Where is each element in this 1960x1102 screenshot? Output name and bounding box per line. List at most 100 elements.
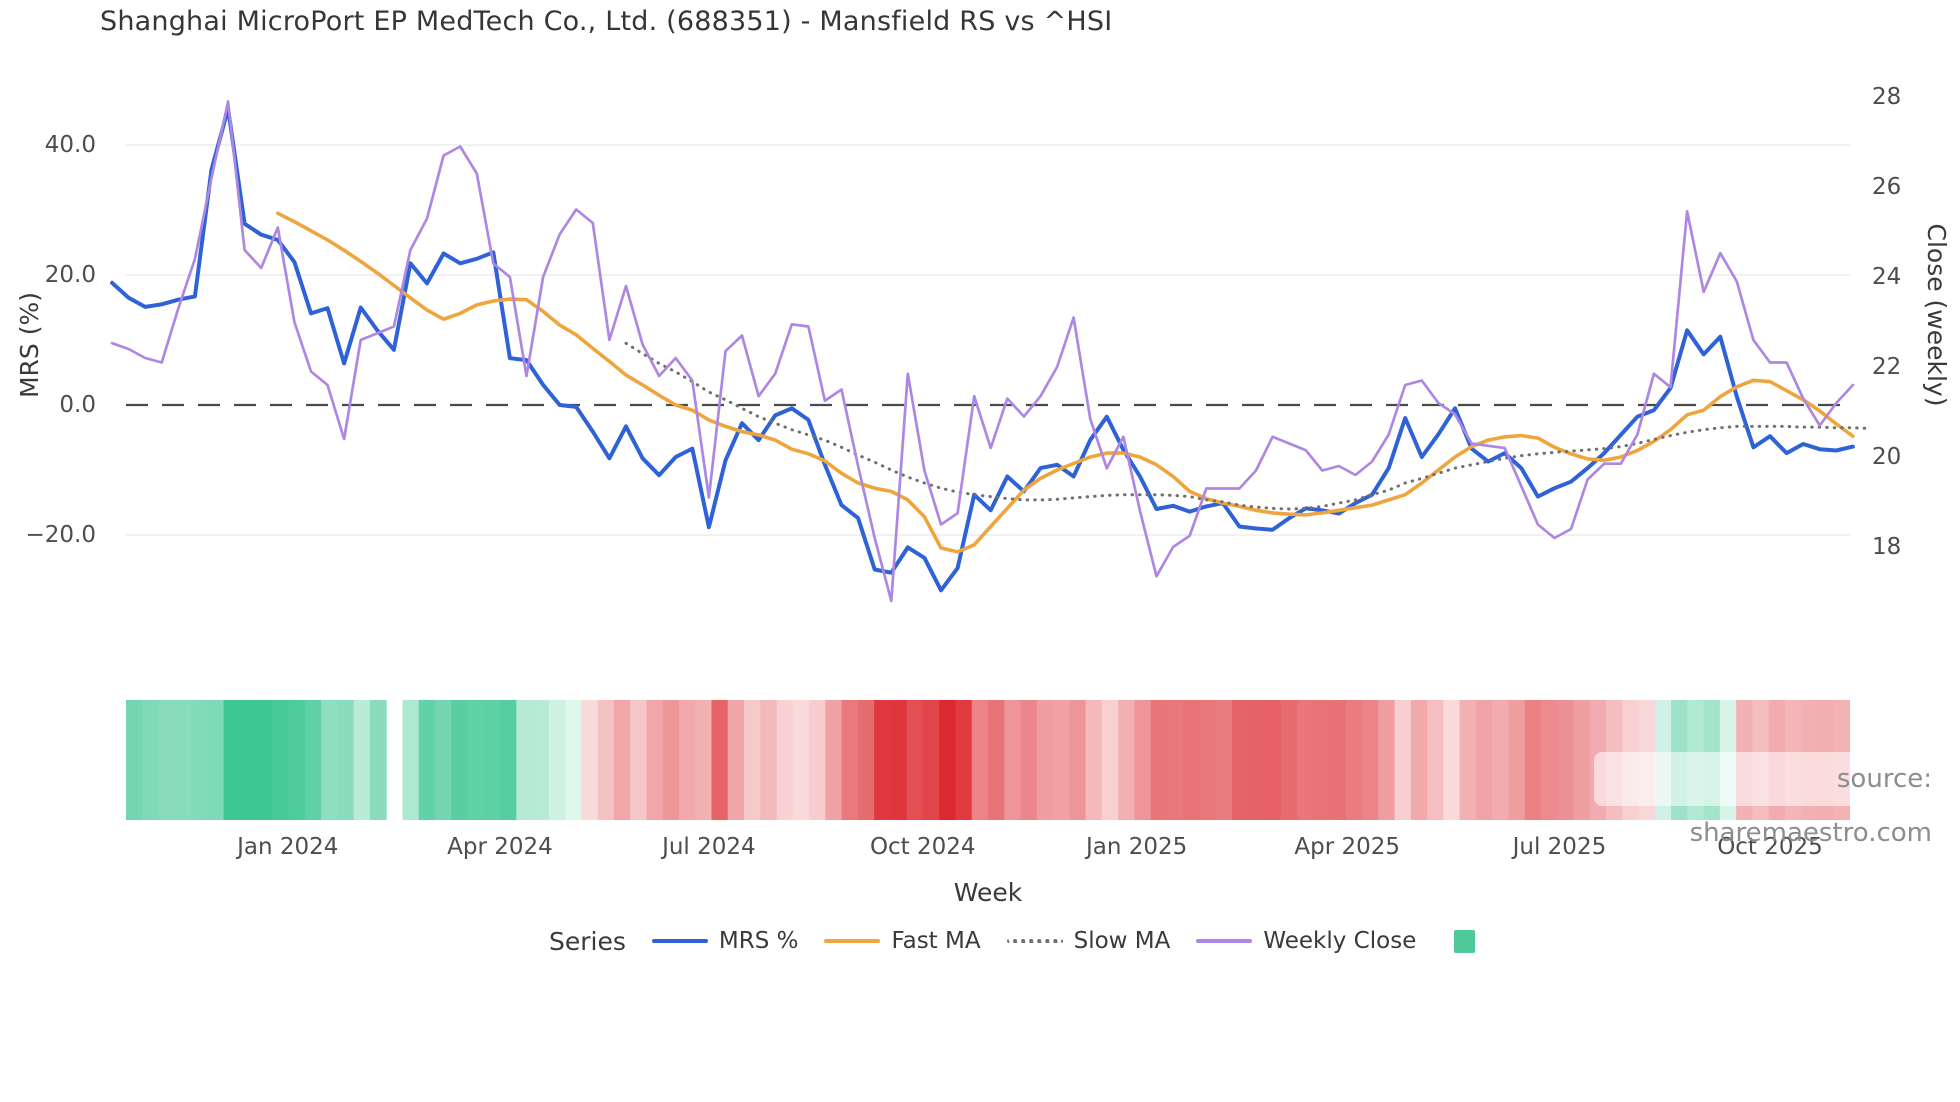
strip-cell bbox=[191, 700, 208, 820]
strip-cell bbox=[906, 700, 924, 820]
strip-cell bbox=[646, 700, 664, 820]
strip-cell bbox=[1101, 700, 1119, 820]
strip-cell bbox=[207, 700, 225, 820]
strip-cell bbox=[1475, 700, 1493, 820]
strip-cell bbox=[1443, 700, 1461, 820]
strip-cell bbox=[272, 700, 290, 820]
y-left-tick-20: 20.0 bbox=[44, 262, 96, 288]
strip-cell bbox=[1150, 700, 1168, 820]
strip-cell bbox=[1036, 700, 1054, 820]
y-right-tick-18: 18 bbox=[1872, 534, 1902, 560]
x-axis-title: Week bbox=[953, 878, 1023, 907]
strip-cell bbox=[1508, 700, 1526, 820]
strip-cell bbox=[288, 700, 306, 820]
strip-cell bbox=[1118, 700, 1135, 820]
strip-cell bbox=[353, 700, 371, 820]
strip-cell bbox=[825, 700, 843, 820]
strip-cell bbox=[1378, 700, 1396, 820]
x-tick-apr-2025: Apr 2025 bbox=[1294, 834, 1401, 860]
strip-cell bbox=[581, 700, 599, 820]
x-tick-jul-2024: Jul 2024 bbox=[662, 834, 756, 860]
legend-item-fast-ma: Fast MA bbox=[824, 928, 981, 954]
strip-cell bbox=[402, 700, 420, 820]
strip-cell bbox=[1362, 700, 1379, 820]
legend-swatch-icon bbox=[824, 939, 881, 943]
strip-cell bbox=[1427, 700, 1444, 820]
y-left-tick-40: 40.0 bbox=[44, 132, 96, 158]
strip-cell bbox=[1069, 700, 1087, 820]
legend-item-label: Weekly Close bbox=[1263, 928, 1417, 954]
x-tick-jan-2024: Jan 2024 bbox=[237, 834, 339, 860]
strip-cell bbox=[239, 700, 257, 820]
strip-cell bbox=[1166, 700, 1184, 820]
strip-cell bbox=[1540, 700, 1558, 820]
strip-cell bbox=[1459, 700, 1477, 820]
strip-cell bbox=[1492, 700, 1509, 820]
x-tick-oct-2025: Oct 2025 bbox=[1700, 833, 1840, 861]
series-line-slow-ma bbox=[624, 341, 1871, 511]
strip-cell bbox=[256, 700, 273, 820]
strip-cell bbox=[1394, 700, 1412, 820]
x-tick-apr-2024: Apr 2024 bbox=[447, 834, 553, 860]
strip-cell bbox=[532, 700, 550, 820]
strip-cell bbox=[1264, 700, 1282, 820]
strip-cell bbox=[1524, 700, 1542, 820]
strip-cell bbox=[321, 700, 338, 820]
y-right-tick-28: 28 bbox=[1872, 84, 1902, 110]
strip-cell bbox=[1199, 700, 1217, 820]
x-tick-jul-2025: Jul 2025 bbox=[1512, 834, 1607, 860]
strip-cell bbox=[565, 700, 582, 820]
strip-cell bbox=[142, 700, 160, 820]
strip-cell bbox=[304, 700, 322, 820]
strip-cell bbox=[971, 700, 989, 820]
strip-cell bbox=[678, 700, 696, 820]
strip-cell bbox=[1557, 700, 1575, 820]
strip-cell bbox=[223, 700, 241, 820]
legend-item-label: MRS % bbox=[718, 928, 799, 954]
strip-cell bbox=[174, 700, 192, 820]
strip-cell bbox=[727, 700, 745, 820]
strip-cell bbox=[500, 700, 517, 820]
strip-cell bbox=[1215, 700, 1233, 820]
y-left-tick--20: −20.0 bbox=[25, 522, 96, 548]
strip-cell bbox=[809, 700, 826, 820]
strip-cell bbox=[711, 700, 729, 820]
strip-cell bbox=[857, 700, 875, 820]
strip-cell bbox=[1053, 700, 1070, 820]
strip-cell bbox=[548, 700, 566, 820]
strip-cell bbox=[630, 700, 647, 820]
x-tick-oct-2024: Oct 2024 bbox=[869, 834, 976, 860]
strip-cell bbox=[1573, 700, 1591, 820]
legend-item-slow-ma: Slow MA bbox=[1006, 928, 1171, 954]
y-axis-right-title: Close (weekly) bbox=[1922, 223, 1951, 407]
strip-cell bbox=[1248, 700, 1265, 820]
legend-swatch-icon bbox=[651, 939, 708, 943]
strip-cell bbox=[792, 700, 810, 820]
strip-cell bbox=[597, 700, 615, 820]
mrs-heat-strip bbox=[126, 700, 1850, 820]
strip-cell bbox=[1231, 700, 1249, 820]
strip-cell bbox=[744, 700, 761, 820]
strip-cell bbox=[1183, 700, 1200, 820]
strip-cell bbox=[1134, 700, 1152, 820]
strip-cell bbox=[1004, 700, 1022, 820]
legend-title: Series bbox=[549, 926, 626, 956]
legend-swatch-icon bbox=[1006, 939, 1063, 943]
strip-cell bbox=[662, 700, 680, 820]
legend-item-label: Slow MA bbox=[1073, 928, 1171, 954]
strip-color-swatch bbox=[1454, 929, 1476, 953]
x-tick-jan-2025: Jan 2025 bbox=[1085, 834, 1188, 860]
strip-cell bbox=[1345, 700, 1363, 820]
legend: Series MRS % Fast MA Slow MA Weekly Close bbox=[549, 920, 1476, 962]
y-right-tick-26: 26 bbox=[1872, 174, 1902, 200]
strip-cell bbox=[516, 700, 534, 820]
strip-cell bbox=[451, 700, 469, 820]
strip-cell bbox=[483, 700, 501, 820]
legend-item-weekly-close: Weekly Close bbox=[1196, 928, 1416, 954]
chart-title: Shanghai MicroPort EP MedTech Co., Ltd. … bbox=[100, 6, 1113, 37]
strip-cell bbox=[955, 700, 973, 820]
strip-cell bbox=[1280, 700, 1298, 820]
strip-cell bbox=[613, 700, 631, 820]
strip-cell bbox=[874, 700, 891, 820]
